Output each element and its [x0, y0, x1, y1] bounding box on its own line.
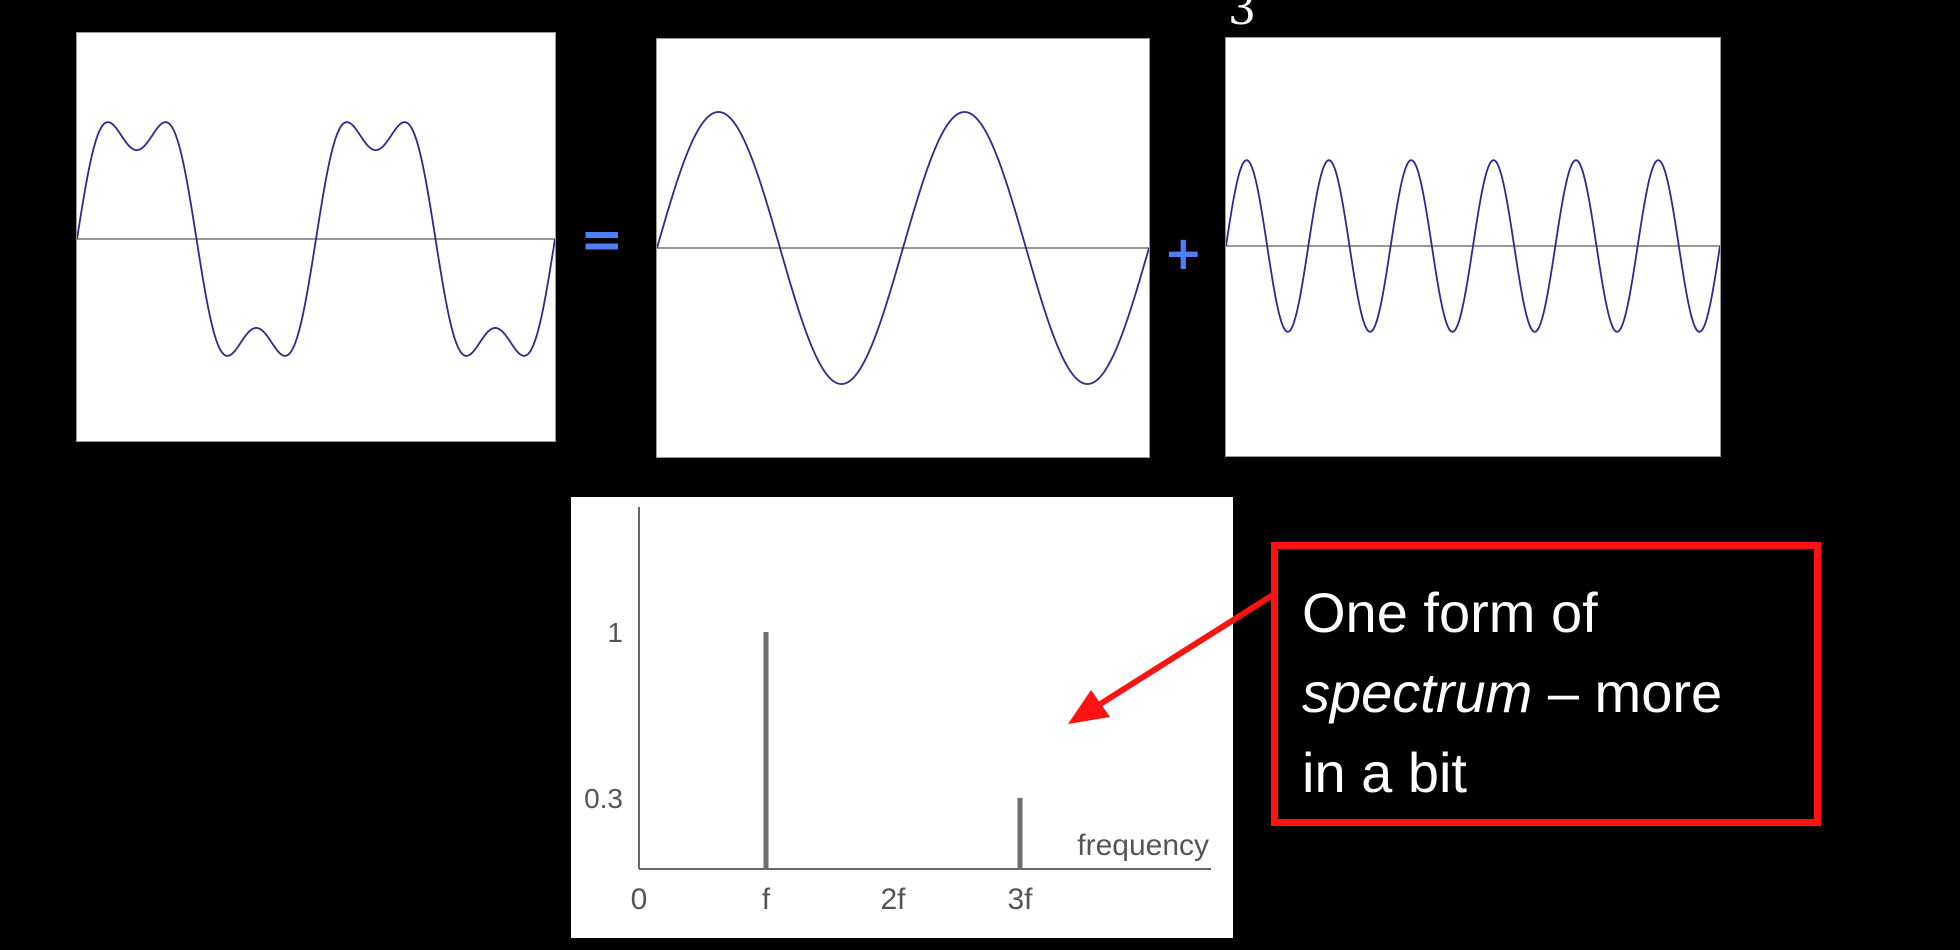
x-tick-label: 0 — [631, 883, 648, 916]
callout-emphasis: spectrum — [1302, 661, 1533, 724]
callout-line-3: in a bit — [1302, 741, 1467, 804]
spectrum-panel: 0 f 2f 3f 1 0.3 frequency — [571, 497, 1233, 938]
x-axis-label: frequency — [1077, 829, 1209, 862]
combined-waveform-plot — [77, 121, 555, 357]
callout-box: One form of spectrum – more in a bit — [1271, 542, 1821, 826]
third-harmonic-waveform-curve — [1226, 159, 1720, 333]
fundamental-waveform-curve — [657, 111, 1149, 385]
callout-line-2: spectrum – more — [1302, 653, 1794, 733]
x-tick-label: 3f — [1007, 883, 1033, 916]
plus-sign: + — [1164, 226, 1203, 280]
third-harmonic-waveform-plot — [1226, 159, 1720, 333]
stray-digit-label: 3 — [1228, 0, 1256, 35]
fundamental-waveform-plot — [657, 111, 1149, 385]
combined-waveform-curve — [77, 121, 555, 357]
third-harmonic-waveform-panel — [1225, 37, 1721, 457]
x-tick-label: 2f — [880, 883, 906, 916]
callout-line-1: One form of — [1302, 581, 1598, 644]
y-tick-label: 1 — [607, 617, 623, 648]
equals-sign: = — [580, 210, 624, 270]
spectrum-plot: 0 f 2f 3f 1 0.3 frequency — [584, 507, 1211, 916]
callout-line-2-rest: – more — [1532, 661, 1723, 724]
y-tick-label: 0.3 — [584, 783, 623, 814]
combined-waveform-panel — [76, 32, 556, 442]
x-tick-label: f — [762, 883, 771, 916]
fundamental-waveform-panel — [656, 38, 1150, 458]
